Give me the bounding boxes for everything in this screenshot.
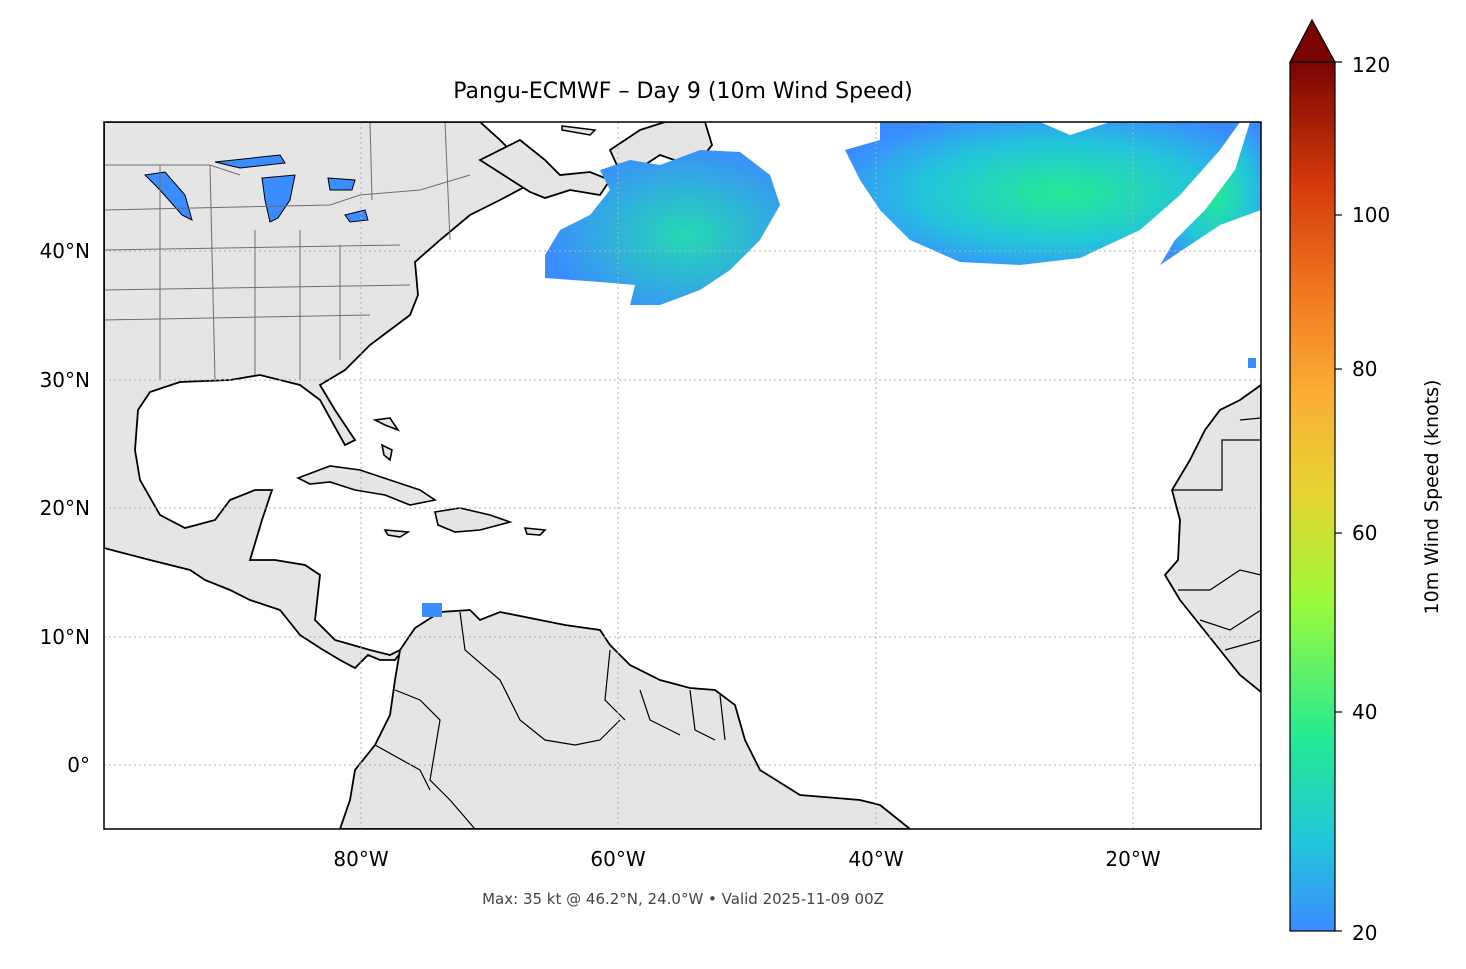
wind-patch-south <box>422 603 442 617</box>
colorbar: 120 100 80 60 40 20 10m Wind Speed (knot… <box>1289 18 1443 945</box>
lat-labels: 40°N 30°N 20°N 10°N 0° <box>40 239 90 777</box>
lat-label: 0° <box>67 753 90 777</box>
map-title: Pangu-ECMWF – Day 9 (10m Wind Speed) <box>453 79 912 104</box>
lat-label: 10°N <box>40 625 90 649</box>
colorbar-label: 10m Wind Speed (knots) <box>1421 380 1443 615</box>
lon-label: 20°W <box>1105 847 1160 871</box>
colorbar-tick: 120 <box>1352 53 1390 77</box>
lat-label: 20°N <box>40 496 90 520</box>
map-area <box>104 122 1261 829</box>
colorbar-tick: 60 <box>1352 521 1377 545</box>
map-frame <box>103 121 1262 830</box>
colorbar-tick: 80 <box>1352 357 1377 381</box>
lon-label: 60°W <box>590 847 645 871</box>
africa-land <box>1163 383 1261 694</box>
colorbar-extend-arrow <box>1289 18 1337 63</box>
great-lakes <box>143 154 369 223</box>
footer-info: Max: 35 kt @ 46.2°N, 24.0°W • Valid 2025… <box>482 890 884 908</box>
colorbar-gradient <box>1289 61 1336 932</box>
colorbar-tick: 100 <box>1352 203 1390 227</box>
africa-borders <box>1172 417 1261 651</box>
lon-label: 80°W <box>333 847 388 871</box>
wind-swath-north <box>845 122 1240 265</box>
south-america-borders <box>374 611 726 829</box>
lon-labels: 80°W 60°W 40°W 20°W <box>333 847 1160 871</box>
north-america-land <box>104 122 530 670</box>
wind-patch-east <box>1248 358 1256 368</box>
lat-label: 30°N <box>40 368 90 392</box>
lon-label: 40°W <box>848 847 903 871</box>
colorbar-tick: 20 <box>1352 921 1377 945</box>
colorbar-tick: 40 <box>1352 700 1377 724</box>
caribbean-islands <box>296 417 547 538</box>
lat-label: 40°N <box>40 239 90 263</box>
state-borders <box>104 122 471 381</box>
wind-swath-west <box>545 150 780 305</box>
